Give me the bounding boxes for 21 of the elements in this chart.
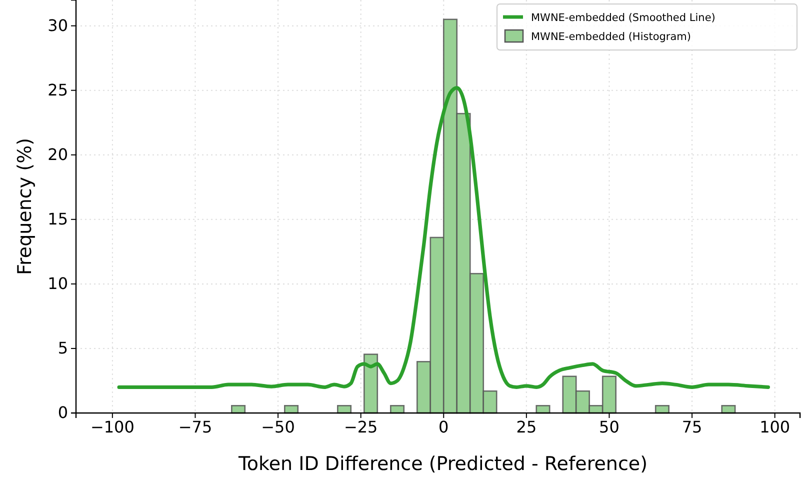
y-tick-label: 10 <box>48 274 68 294</box>
x-tick-label: −50 <box>261 417 295 436</box>
x-tick-label: 25 <box>516 417 537 436</box>
x-tick-label: 50 <box>599 417 620 436</box>
x-tick-label: −25 <box>344 417 378 436</box>
y-tick-label: 0 <box>58 403 68 422</box>
y-axis-title: Frequency (%) <box>14 138 36 276</box>
x-axis-title: Token ID Difference (Predicted - Reference) <box>238 453 648 475</box>
y-tick-label: 15 <box>48 210 68 229</box>
x-tick-label: 75 <box>682 417 702 436</box>
legend-label: MWNE-embedded (Histogram) <box>531 31 691 43</box>
y-tick-label: 5 <box>58 338 68 358</box>
x-tick-label: 0 <box>438 417 449 436</box>
x-tick-label: −100 <box>90 417 134 436</box>
y-tick-label: 25 <box>48 80 68 100</box>
x-tick-label: 100 <box>760 417 790 436</box>
y-tick-label: 30 <box>48 16 68 35</box>
line-series <box>117 86 770 389</box>
y-tick-label: 20 <box>48 144 68 164</box>
legend-label: MWNE-embedded (Smoothed Line) <box>531 12 716 24</box>
x-tick-label: −75 <box>178 417 212 436</box>
